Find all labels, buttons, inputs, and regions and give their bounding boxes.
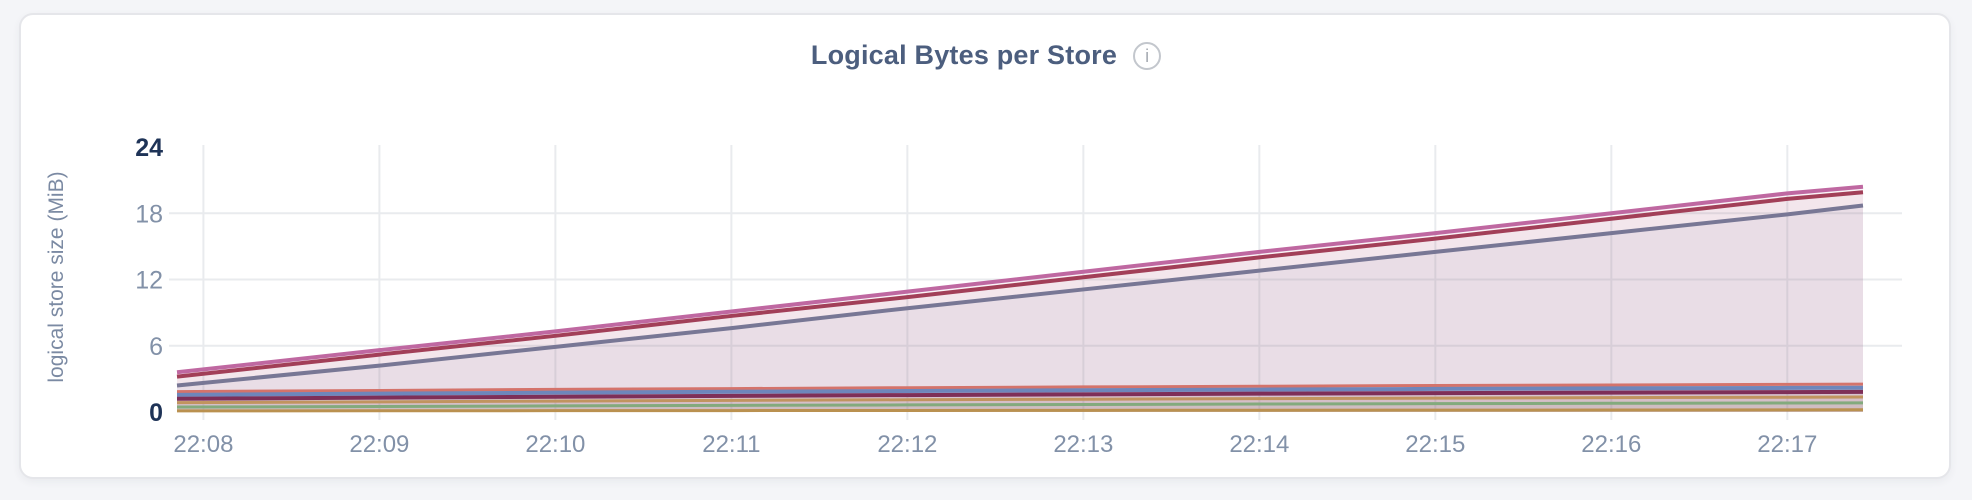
series-line-store-3[interactable] [176,203,1864,388]
y-tick-label: 18 [135,200,163,228]
x-tick-label: 22:17 [1757,431,1817,458]
y-axis-title: logical store size (MiB) [45,171,68,383]
series-line-store-7[interactable] [176,395,1864,405]
y-tick-label: 24 [135,134,163,162]
y-tick-label: 6 [149,333,163,361]
chart-header: Logical Bytes per Store i [0,40,1972,71]
series-line-store-9[interactable] [176,408,1864,413]
series-area-store-3 [177,205,1863,412]
series-line-store-4[interactable] [176,382,1864,394]
series-line-store-6[interactable] [176,389,1864,401]
x-tick-label: 22:09 [349,431,409,458]
x-tick-label: 22:12 [877,431,937,458]
x-tick-label: 22:15 [1405,431,1465,458]
x-tick-label: 22:08 [173,431,233,458]
series-area-store-2 [177,192,1863,412]
x-tick-label: 22:13 [1053,431,1113,458]
series-line-store-1[interactable] [176,184,1864,375]
info-icon[interactable]: i [1133,41,1162,70]
series-area-store-1 [177,186,1863,412]
y-tick-label: 0 [149,399,163,427]
series-line-store-5[interactable] [176,385,1864,397]
x-tick-label: 22:11 [702,431,760,458]
y-tick-label: 12 [135,267,163,295]
series-line-store-8[interactable] [176,401,1864,409]
chart-title: Logical Bytes per Store [810,40,1118,70]
x-tick-label: 22:14 [1229,431,1289,458]
series-line-store-2[interactable] [176,190,1864,379]
x-tick-label: 22:16 [1581,431,1641,458]
x-tick-label: 22:10 [525,431,585,458]
